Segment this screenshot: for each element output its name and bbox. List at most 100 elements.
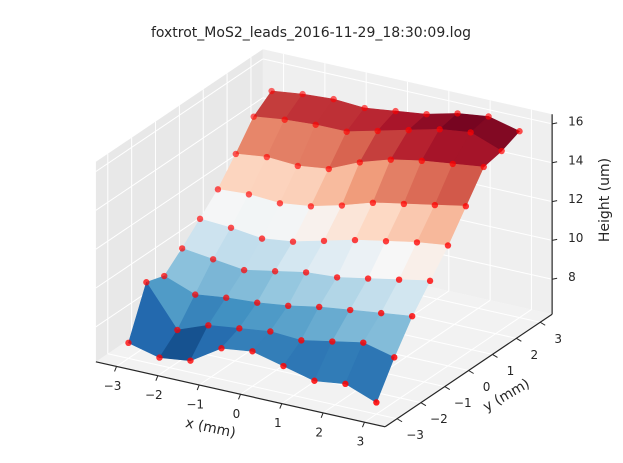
y-tick-label: 0 xyxy=(483,380,491,394)
data-point xyxy=(187,357,194,364)
x-tick-label: 1 xyxy=(274,416,282,430)
data-point xyxy=(307,203,315,210)
z-tick-label: 10 xyxy=(568,231,583,245)
data-point xyxy=(392,107,399,115)
grid-line xyxy=(95,97,264,211)
data-point xyxy=(258,235,266,242)
data-point xyxy=(377,309,385,317)
data-point xyxy=(271,268,279,275)
data-point xyxy=(329,338,336,345)
data-point xyxy=(391,354,398,361)
data-point xyxy=(214,186,222,193)
y-tick xyxy=(420,402,427,407)
data-point xyxy=(280,362,287,370)
data-point xyxy=(387,156,394,163)
data-point xyxy=(285,302,292,310)
z-tick xyxy=(552,122,558,125)
data-point xyxy=(444,242,452,249)
grid-line xyxy=(262,58,553,125)
data-point xyxy=(227,224,235,231)
z-axis-label: Height (um) xyxy=(597,158,613,242)
x-tick-label: −2 xyxy=(145,388,163,402)
y-tick-label: −2 xyxy=(430,412,448,426)
data-point xyxy=(249,348,256,355)
y-tick-label: −1 xyxy=(454,396,472,410)
x-tick xyxy=(279,403,283,409)
data-point xyxy=(423,110,430,118)
data-point xyxy=(316,303,323,311)
data-point xyxy=(218,345,225,352)
data-point xyxy=(294,162,302,170)
data-point xyxy=(232,150,240,158)
data-point xyxy=(330,95,337,103)
y-tick-label: 1 xyxy=(507,364,515,378)
data-point xyxy=(276,200,284,207)
data-point xyxy=(338,202,346,209)
y-tick xyxy=(396,418,403,423)
data-point xyxy=(268,87,275,95)
data-point xyxy=(400,200,408,208)
x-tick-label: −3 xyxy=(104,379,122,393)
x-tick xyxy=(238,394,241,400)
data-point xyxy=(405,126,412,134)
x-tick-label: 3 xyxy=(357,435,365,449)
data-point xyxy=(223,294,230,301)
y-tick-label: 3 xyxy=(554,332,562,346)
x-tick-label: 0 xyxy=(233,407,241,421)
data-point xyxy=(361,104,368,112)
data-point xyxy=(485,113,492,120)
x-tick xyxy=(155,375,159,381)
data-point xyxy=(320,237,328,245)
data-point xyxy=(299,90,306,98)
data-point xyxy=(516,128,523,135)
data-point xyxy=(382,238,390,245)
y-tick xyxy=(468,370,474,374)
z-tick-label: 14 xyxy=(568,153,583,167)
z-tick-label: 8 xyxy=(568,270,576,284)
data-point xyxy=(312,121,319,128)
x-tick-label: −1 xyxy=(186,398,204,412)
x-tick xyxy=(320,412,324,419)
data-point xyxy=(125,339,132,347)
data-point xyxy=(454,110,461,117)
z-tick xyxy=(552,200,558,203)
data-point xyxy=(302,269,310,276)
data-point xyxy=(436,126,443,133)
data-point xyxy=(311,377,318,384)
data-point xyxy=(351,236,359,244)
data-point xyxy=(267,328,274,335)
y-tick xyxy=(539,321,546,326)
x-tick-label: 2 xyxy=(315,425,323,439)
grid-line xyxy=(107,353,398,420)
data-point xyxy=(161,272,168,280)
data-point xyxy=(360,339,367,346)
z-tick xyxy=(552,277,558,280)
chart-title: foxtrot_MoS2_leads_2016-11-29_18:30:09.l… xyxy=(151,25,471,41)
data-point xyxy=(298,337,305,344)
z-tick xyxy=(552,238,558,241)
z-tick xyxy=(552,161,558,164)
data-point xyxy=(209,256,217,263)
data-point xyxy=(426,277,434,285)
z-tick-label: 12 xyxy=(568,192,583,206)
data-point xyxy=(174,326,181,334)
y-tick-label: 2 xyxy=(531,348,539,362)
data-point xyxy=(196,215,204,223)
data-point xyxy=(418,157,425,165)
data-point xyxy=(156,354,163,361)
data-point xyxy=(281,116,288,123)
data-point xyxy=(250,113,257,120)
data-point xyxy=(333,274,341,281)
data-point xyxy=(395,276,403,283)
data-point xyxy=(342,380,349,388)
z-tick-label: 16 xyxy=(568,114,583,128)
y-tick-label: −3 xyxy=(406,428,424,442)
data-point xyxy=(374,127,381,135)
data-point xyxy=(369,199,377,207)
data-point xyxy=(205,322,212,329)
data-point xyxy=(325,165,332,173)
data-point xyxy=(254,299,261,306)
data-point xyxy=(346,306,354,314)
data-point xyxy=(498,147,505,155)
